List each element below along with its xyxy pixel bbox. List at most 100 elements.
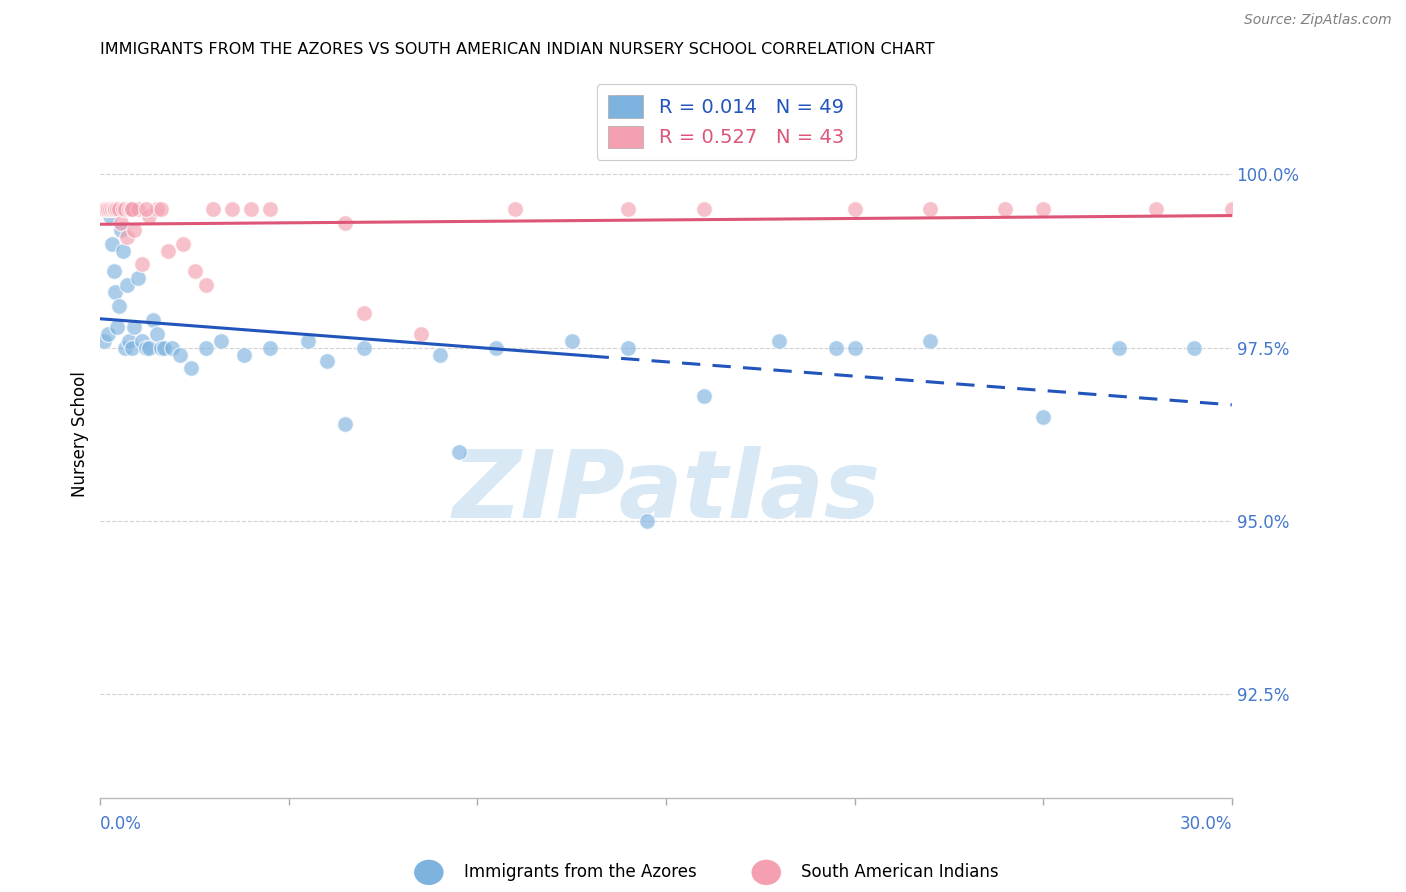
Point [103,202,125,216]
Point [240,202,263,216]
Point [111,202,134,216]
Point [918,202,941,216]
Point [1032,202,1054,216]
Point [693,202,716,216]
Point [105,202,128,216]
Point [169,347,191,361]
Point [124,223,146,237]
Point [693,389,716,403]
Point [768,334,790,348]
Point [844,202,866,216]
Point [110,216,132,230]
Point [1144,202,1167,216]
Point [111,244,134,258]
Point [97,326,120,341]
Text: Immigrants from the Azores: Immigrants from the Azores [464,863,697,881]
Point [104,285,127,300]
Point [409,326,432,341]
Point [127,202,149,216]
Point [103,264,125,278]
Point [824,341,846,355]
Point [1220,202,1243,216]
Point [183,264,205,278]
Point [124,319,146,334]
Point [117,334,139,348]
Point [110,223,132,237]
Point [94,202,117,216]
Point [146,326,169,341]
Point [561,334,583,348]
Text: Source: ZipAtlas.com: Source: ZipAtlas.com [1244,13,1392,28]
Point [114,202,136,216]
Point [617,202,640,216]
Point [335,216,357,230]
Point [100,202,122,216]
Point [994,202,1017,216]
Point [232,347,254,361]
Point [353,341,375,355]
Point [146,202,169,216]
Point [121,341,143,355]
Point [131,257,153,271]
Y-axis label: Nursery School: Nursery School [72,371,89,497]
Point [120,202,142,216]
Text: 0.0%: 0.0% [100,815,142,833]
Point [503,202,526,216]
Point [180,361,202,376]
Point [1032,409,1054,424]
Point [194,341,217,355]
Text: 30.0%: 30.0% [1180,815,1232,833]
Point [153,341,176,355]
Point [297,334,319,348]
Point [98,202,121,216]
Point [93,202,115,216]
Point [1108,341,1130,355]
Point [114,341,136,355]
Point [100,236,122,251]
Point [108,299,131,313]
Legend: R = 0.014   N = 49, R = 0.527   N = 43: R = 0.014 N = 49, R = 0.527 N = 43 [596,84,856,160]
Point [844,341,866,355]
Point [97,202,120,216]
Point [115,229,138,244]
Point [1182,341,1205,355]
Point [142,313,165,327]
Point [315,354,337,368]
Point [447,444,470,458]
Point [149,341,172,355]
Point [117,202,139,216]
Point [149,202,172,216]
Point [221,202,243,216]
Point [98,209,121,223]
Text: IMMIGRANTS FROM THE AZORES VS SOUTH AMERICAN INDIAN NURSERY SCHOOL CORRELATION C: IMMIGRANTS FROM THE AZORES VS SOUTH AMER… [100,42,935,57]
Point [160,341,183,355]
Point [120,202,142,216]
Point [259,202,281,216]
Text: ZIPatlas: ZIPatlas [451,447,880,539]
Point [131,334,153,348]
Point [636,514,658,528]
Point [115,278,138,293]
Point [209,334,232,348]
Point [918,334,941,348]
Point [353,306,375,320]
Point [202,202,225,216]
Point [172,236,194,251]
Point [135,202,157,216]
Point [135,341,157,355]
Point [105,319,128,334]
Text: South American Indians: South American Indians [801,863,1000,881]
Point [194,278,217,293]
Point [157,244,180,258]
Point [138,209,160,223]
Point [93,334,115,348]
Point [138,341,160,355]
Point [429,347,451,361]
Point [485,341,508,355]
Point [121,202,143,216]
Point [617,341,640,355]
Point [259,341,281,355]
Point [127,271,149,285]
Point [108,202,131,216]
Point [335,417,357,431]
